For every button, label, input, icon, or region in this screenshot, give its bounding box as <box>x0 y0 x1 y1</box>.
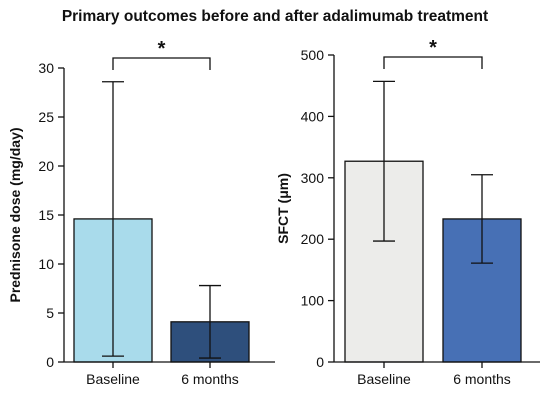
y-tick-label: 25 <box>38 109 54 125</box>
y-tick-label: 10 <box>38 256 54 272</box>
y-tick-label: 0 <box>46 354 54 370</box>
y-axis-label: SFCT (μm) <box>275 173 291 244</box>
significance-bracket <box>112 57 211 70</box>
significance-bracket <box>383 56 483 69</box>
y-axis-label: Prednisone dose (mg/day) <box>7 127 23 302</box>
x-tick-label: 6 months <box>453 371 511 387</box>
y-tick-label: 500 <box>301 47 325 63</box>
y-tick-label: 5 <box>46 305 54 321</box>
x-tick-label: Baseline <box>357 371 411 387</box>
y-tick-label: 300 <box>301 170 325 186</box>
y-tick-label: 30 <box>38 60 54 76</box>
y-tick-label: 0 <box>316 354 324 370</box>
significance-marker: * <box>429 37 437 59</box>
y-tick-label: 20 <box>38 158 54 174</box>
y-tick-label: 100 <box>301 293 325 309</box>
y-tick-label: 200 <box>301 231 325 247</box>
x-tick-label: Baseline <box>86 371 140 387</box>
figure-title: Primary outcomes before and after adalim… <box>61 8 489 25</box>
x-tick-label: 6 months <box>181 371 239 387</box>
significance-marker: * <box>158 38 166 60</box>
y-tick-label: 15 <box>38 207 54 223</box>
y-tick-label: 400 <box>301 108 325 124</box>
